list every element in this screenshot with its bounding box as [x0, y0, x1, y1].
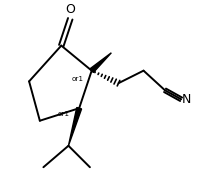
Polygon shape: [68, 107, 82, 146]
Text: or1: or1: [72, 76, 84, 82]
Text: N: N: [182, 93, 191, 106]
Polygon shape: [90, 53, 111, 72]
Text: or1: or1: [58, 112, 70, 117]
Text: O: O: [65, 3, 75, 16]
